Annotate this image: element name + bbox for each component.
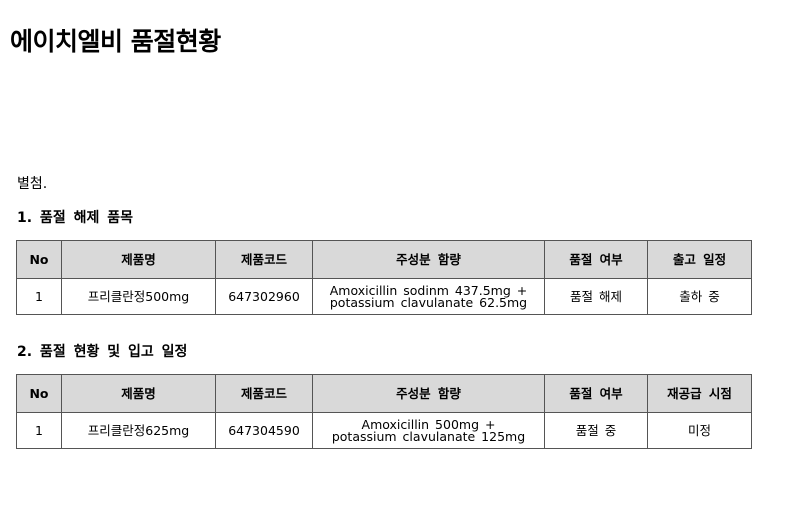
attachment-label: 별첨.: [17, 176, 48, 192]
table-row: 1 프리클란정625mg 647304590 Amoxicillin 500mg…: [16, 412, 752, 449]
header-code: 제품코드: [215, 374, 313, 413]
ingredient-line: Amoxicillin sodinm 437.5mg +: [329, 282, 528, 298]
cell-name: 프리클란정625mg: [61, 412, 216, 449]
released-items-table: No 제품명 제품코드 주성분 함량 품절 여부 출고 일정 1 프리클란정50…: [16, 240, 752, 315]
header-name: 제품명: [61, 240, 216, 279]
cell-ingredient: Amoxicillin sodinm 437.5mg + potassium cl…: [312, 278, 545, 315]
page-title: 에이치엘비 품절현황: [10, 27, 221, 56]
out-of-stock-table: No 제품명 제품코드 주성분 함량 품절 여부 재공급 시점 1 프리클란정6…: [16, 374, 752, 449]
cell-no: 1: [16, 278, 62, 315]
header-schedule: 재공급 시점: [647, 374, 752, 413]
header-name: 제품명: [61, 374, 216, 413]
cell-name: 프리클란정500mg: [61, 278, 216, 315]
cell-status: 품절 해제: [544, 278, 648, 315]
ingredient-line: Amoxicillin 500mg +: [361, 416, 496, 432]
header-schedule: 출고 일정: [647, 240, 752, 279]
cell-schedule: 미정: [647, 412, 752, 449]
cell-no: 1: [16, 412, 62, 449]
cell-status: 품절 중: [544, 412, 648, 449]
header-ingredient: 주성분 함량: [312, 374, 545, 413]
table-header-row: No 제품명 제품코드 주성분 함량 품절 여부 출고 일정: [16, 240, 752, 279]
ingredient-line: potassium clavulanate 62.5mg: [329, 294, 528, 310]
cell-code: 647304590: [215, 412, 313, 449]
section-heading-2: 2. 품절 현황 및 입고 일정: [17, 344, 188, 360]
header-code: 제품코드: [215, 240, 313, 279]
cell-schedule: 출하 중: [647, 278, 752, 315]
table-row: 1 프리클란정500mg 647302960 Amoxicillin sodin…: [16, 278, 752, 315]
cell-code: 647302960: [215, 278, 313, 315]
section-heading-1: 1. 품절 해제 품목: [17, 210, 133, 226]
header-no: No: [16, 240, 62, 279]
table-header-row: No 제품명 제품코드 주성분 함량 품절 여부 재공급 시점: [16, 374, 752, 413]
header-status: 품절 여부: [544, 240, 648, 279]
cell-ingredient: Amoxicillin 500mg + potassium clavulanate…: [312, 412, 545, 449]
header-status: 품절 여부: [544, 374, 648, 413]
header-ingredient: 주성분 함량: [312, 240, 545, 279]
ingredient-line: potassium clavulanate 125mg: [331, 428, 526, 444]
header-no: No: [16, 374, 62, 413]
